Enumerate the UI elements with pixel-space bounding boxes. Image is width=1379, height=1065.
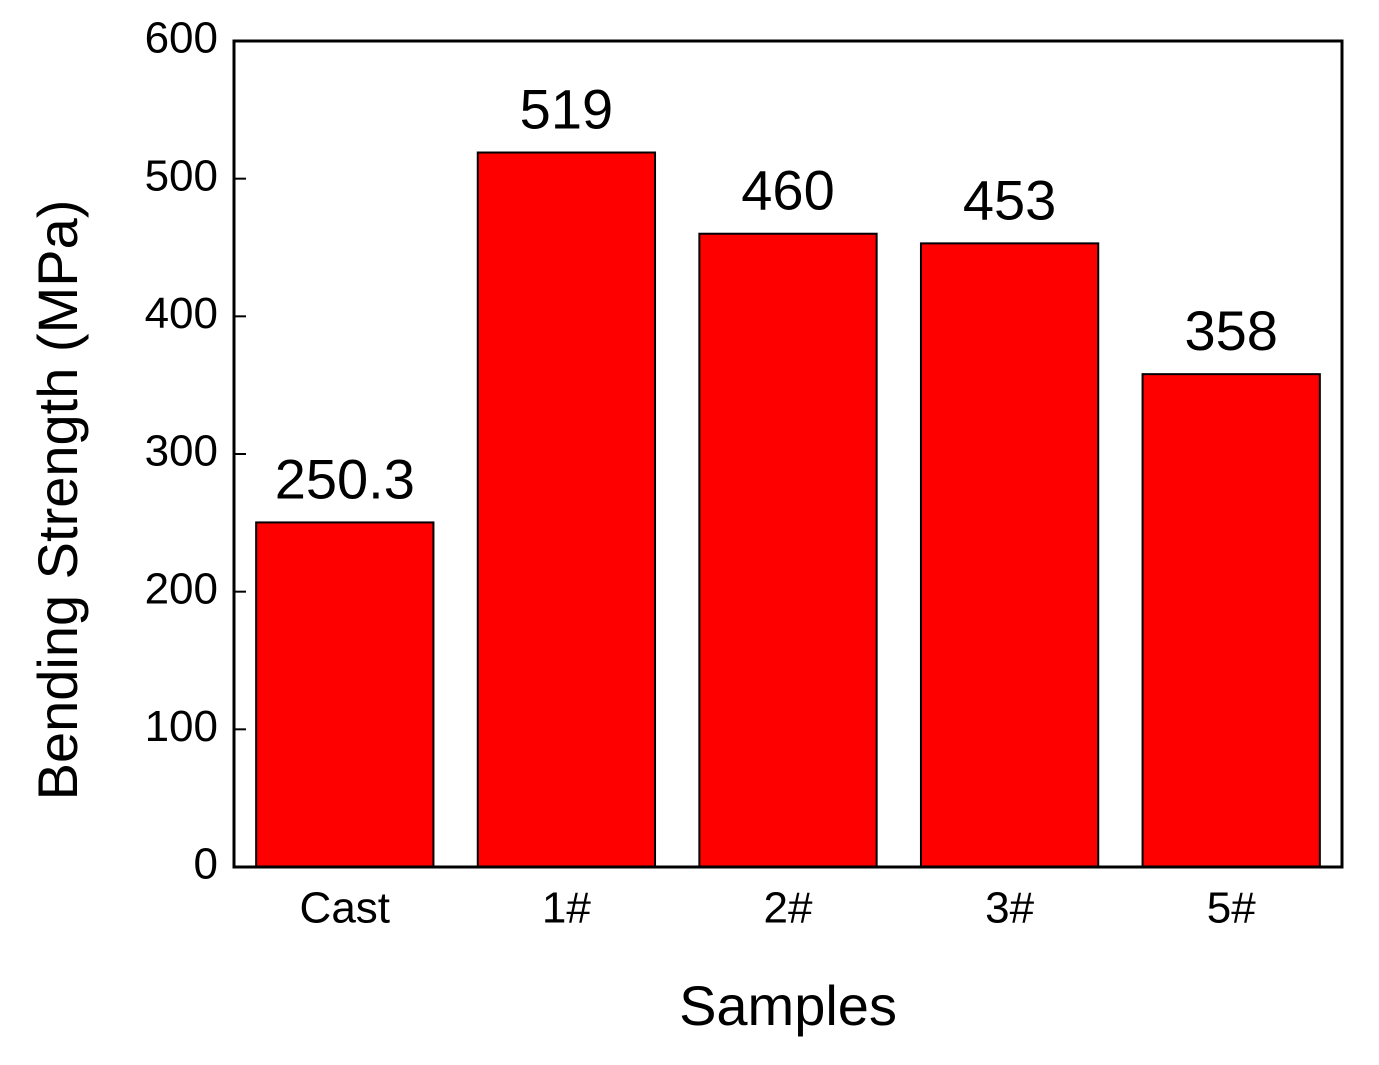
value-label: 453 bbox=[963, 168, 1056, 231]
x-tick-label: 2# bbox=[764, 884, 813, 933]
y-tick-label: 600 bbox=[145, 14, 218, 63]
y-tick-label: 400 bbox=[145, 289, 218, 338]
bar bbox=[476, 151, 657, 868]
bar bbox=[919, 242, 1100, 868]
value-label: 460 bbox=[741, 159, 834, 222]
value-label: 358 bbox=[1184, 299, 1277, 362]
y-tick-label: 300 bbox=[145, 427, 218, 476]
y-tick-label: 200 bbox=[145, 564, 218, 613]
x-tick-label: 1# bbox=[542, 884, 591, 933]
value-label: 250.3 bbox=[275, 447, 415, 510]
bar bbox=[1141, 373, 1321, 868]
x-tick-label: Cast bbox=[300, 884, 390, 933]
y-axis-title: Bending Strength (MPa) bbox=[26, 200, 89, 801]
value-label: 519 bbox=[520, 78, 613, 141]
plot-frame bbox=[232, 39, 1344, 869]
x-axis-title: Samples bbox=[679, 974, 897, 1037]
y-tick-label: 500 bbox=[145, 151, 218, 200]
bar bbox=[698, 232, 878, 868]
x-tick-label: 5# bbox=[1207, 884, 1256, 933]
bar bbox=[255, 521, 435, 869]
y-tick-label: 100 bbox=[145, 702, 218, 751]
x-tick-label: 3# bbox=[985, 884, 1034, 933]
y-tick-label: 0 bbox=[194, 840, 218, 889]
